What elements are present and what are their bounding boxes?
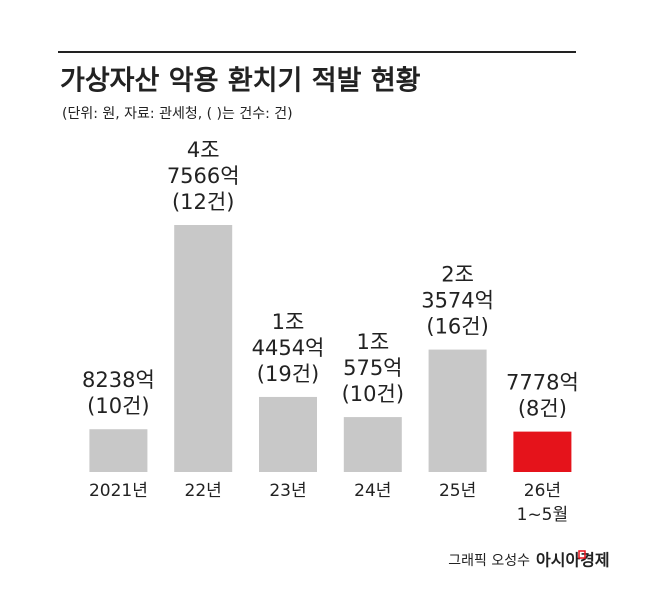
value-label: 4454억 <box>252 336 325 360</box>
value-label: 1조 <box>272 310 305 334</box>
count-label: (19건) <box>257 362 319 386</box>
source-mark <box>578 550 586 559</box>
x-tick-label: 24년 <box>354 481 391 501</box>
value-label: 3574억 <box>421 289 494 313</box>
count-label: (10건) <box>342 382 404 406</box>
bar <box>89 429 148 472</box>
bar <box>343 417 402 472</box>
value-label: 575억 <box>343 356 402 380</box>
x-tick-label: 2021년 <box>89 481 148 501</box>
bar <box>259 396 317 472</box>
chart-subtitle: (단위: 원, 자료: 관세청, ( )는 건수: 건) <box>62 106 293 122</box>
chart-title: 가상자산 악용 환치기 적발 현황 <box>60 66 421 97</box>
count-label: (10건) <box>87 394 149 418</box>
value-label: 1조 <box>356 330 389 354</box>
bar <box>428 349 487 472</box>
x-tick-label: 1~5월 <box>517 505 569 525</box>
x-tick-label: 22년 <box>185 481 222 501</box>
value-label: 7778억 <box>506 371 579 395</box>
count-label: (8건) <box>518 397 567 421</box>
count-label: (12건) <box>172 190 234 214</box>
count-label: (16건) <box>426 315 488 339</box>
source: 아시아경제 <box>536 551 610 570</box>
x-tick-label: 25년 <box>439 481 476 501</box>
value-label: 2조 <box>441 263 474 287</box>
value-label: 8238억 <box>82 368 155 392</box>
value-label: 4조 <box>187 138 220 162</box>
bar <box>174 225 233 472</box>
value-label: 7566억 <box>167 164 240 188</box>
x-tick-label: 23년 <box>269 481 306 501</box>
credit: 그래픽 오성수 <box>448 553 530 569</box>
x-tick-label: 26년 <box>524 481 561 501</box>
bar <box>513 431 572 472</box>
